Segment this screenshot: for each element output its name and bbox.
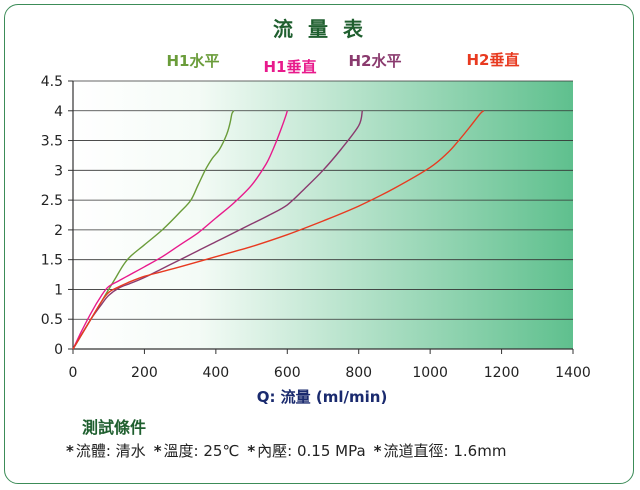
axes: 0 0.5 1 1.5 2 2.5 3 3.5 4 4.5 0 200 400 600 800 1000 120… [41,74,591,381]
y-tick-label: 0.5 [41,312,63,328]
condition-bullet: * [373,442,382,460]
x-tick-label: 1400 [555,365,591,381]
x-tick-label: 1000 [412,365,448,381]
y-tick-label: 2.5 [41,193,63,209]
y-tick-label: 1.5 [41,253,63,269]
condition-text: 流道直徑: 1.6mm [383,442,507,460]
plot-area-background [73,81,573,349]
x-tick-label: 400 [202,365,229,381]
condition-text: 溫度: 25℃ [163,442,240,460]
x-tick-label: 600 [274,365,301,381]
condition-item: * 內壓: 0.15 MPa [247,442,365,460]
condition-text: 流體: 清水 [75,442,146,460]
series-layer [72,110,485,350]
condition-bullet: * [247,442,256,460]
y-tick-label: 3 [54,163,63,179]
y-tick-label: 0 [54,342,63,358]
y-tick-label: 3.5 [41,134,63,150]
condition-item: * 流道直徑: 1.6mm [374,442,507,460]
series-label: H2垂直 [467,51,520,69]
y-tick-label: 2 [54,223,63,239]
chart-title: 流 量 表 [273,17,367,41]
x-tick-label: 1200 [484,365,520,381]
condition-text: 內壓: 0.15 MPa [257,442,366,460]
condition-item: * 溫度: 25℃ [154,442,240,460]
series-line-4 [72,110,485,350]
condition-bullet: * [66,442,74,460]
condition-item: * 流體: 清水 [66,442,146,460]
x-tick-label: 0 [69,365,78,381]
series-label: H1水平 [167,52,220,70]
series-line-2 [72,110,288,350]
test-conditions: * 流體: 清水 * 溫度: 25℃ * 內壓: 0.15 MPa * 流道直徑: 1.6mm [66,440,514,461]
x-tick-label: 800 [345,365,372,381]
x-tick-label: 200 [131,365,158,381]
series-label: H2水平 [349,52,402,70]
y-tick-label: 1 [54,282,63,298]
y-tick-label: 4 [54,104,63,120]
series-labels: H1水平 H1垂直 H2水平 H2垂直 [167,51,520,76]
series-line-3 [72,110,363,350]
x-axis-label: Q: 流量 (ml/min) [257,388,388,406]
conditions-title: 測試條件 [82,418,147,437]
condition-bullet: * [153,442,162,460]
series-label: H1垂直 [264,58,317,76]
y-tick-label: 4.5 [41,74,63,90]
